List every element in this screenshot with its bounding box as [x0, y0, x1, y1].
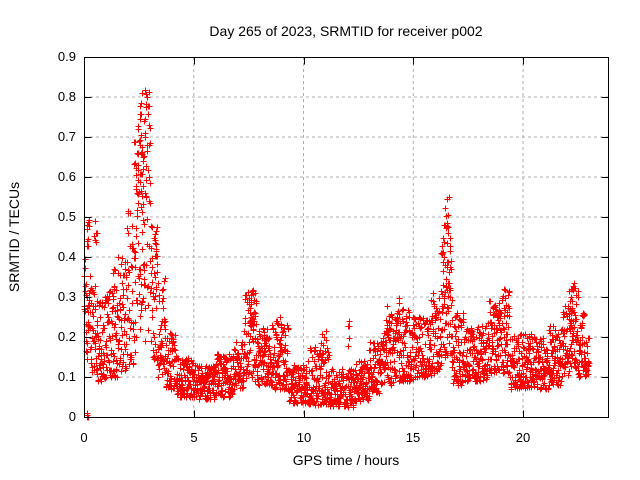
y-tick-label-0.9: 0.9 — [57, 49, 76, 64]
y-tick-label-0.6: 0.6 — [57, 169, 76, 184]
x-tick-label-0: 0 — [80, 430, 88, 445]
x-axis-label: GPS time / hours — [292, 452, 400, 468]
y-tick-label-0.2: 0.2 — [57, 329, 76, 344]
x-tick-label-20: 20 — [515, 430, 531, 445]
x-tick-label-15: 15 — [405, 430, 421, 445]
y-tick-label-0.8: 0.8 — [57, 89, 76, 104]
y-tick-label-0.4: 0.4 — [57, 249, 76, 264]
axis-ticks — [84, 57, 609, 418]
y-tick-label-0: 0 — [68, 409, 76, 424]
y-tick-label-0.5: 0.5 — [57, 209, 76, 224]
grid-lines — [84, 57, 608, 417]
x-tick-label-5: 5 — [190, 430, 198, 445]
y-tick-label-0.3: 0.3 — [57, 289, 76, 304]
x-tick-label-10: 10 — [296, 430, 312, 445]
plot-border — [84, 57, 609, 418]
chart-title: Day 265 of 2023, SRMTID for receiver p00… — [209, 23, 483, 39]
y-tick-label-0.7: 0.7 — [57, 129, 76, 144]
y-tick-label-0.1: 0.1 — [57, 369, 76, 384]
